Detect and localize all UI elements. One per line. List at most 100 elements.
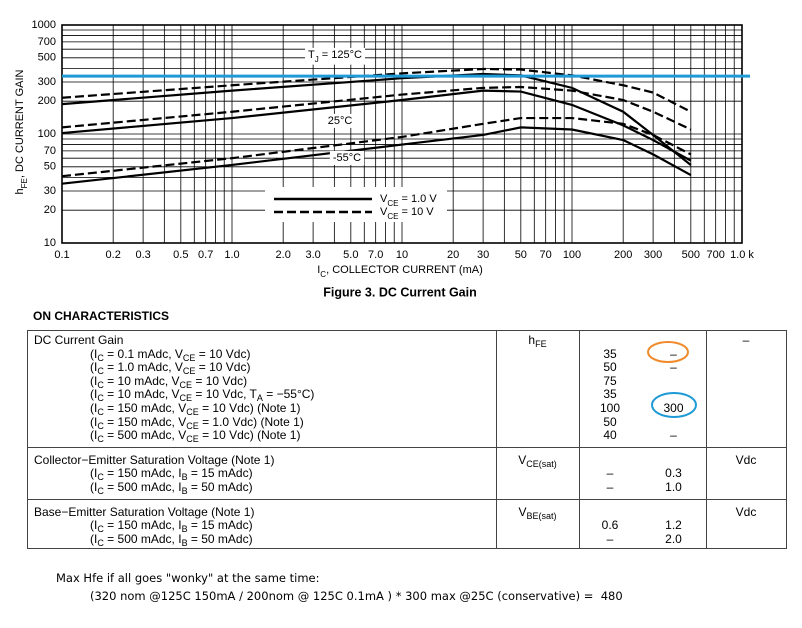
text-part: = 500 mAdc, I	[103, 480, 182, 494]
subscript: C	[97, 407, 104, 417]
annotation-bg	[329, 150, 365, 165]
text-part: h	[14, 188, 26, 194]
min-value: 50	[603, 360, 617, 375]
text-part: = 15 mAdc)	[187, 466, 253, 481]
condition: (IC = 150 mAdc, VCE = 1.0 Vdc) (Note 1)	[90, 414, 304, 431]
text-part: , COLLECTOR CURRENT (mA)	[326, 264, 483, 276]
text-part: = 150 mAdc, I	[103, 466, 182, 481]
subscript: CE	[186, 420, 199, 431]
condition: (IC = 500 mAdc, VCE = 10 Vdc) (Note 1)	[90, 428, 300, 445]
text-part: = 15 mAdc)	[187, 518, 253, 533]
text-part: V	[380, 206, 388, 218]
subscript: C	[320, 270, 326, 279]
min-value: 35	[603, 387, 617, 402]
subscript: CE	[179, 393, 193, 404]
x-tick-label: 100	[563, 249, 581, 261]
column-divider	[496, 331, 497, 549]
text-part: = 10 mAdc, V	[103, 387, 180, 402]
parameter: Base−Emitter Saturation Voltage (Note 1)	[34, 504, 255, 519]
subscript: C	[97, 524, 104, 535]
y-axis-label: hFE, DC CURRENT GAIN	[14, 69, 29, 194]
symbol: VBE(sat)	[496, 505, 579, 521]
condition: (IC = 150 mAdc, VCE = 10 Vdc) (Note 1)	[90, 401, 300, 417]
x-tick-label: 5.0	[343, 249, 358, 261]
max-value: 0.3	[665, 466, 682, 481]
y-tick-label: 70	[44, 145, 56, 157]
x-tick-label: 2.0	[276, 249, 291, 261]
y-tick-label: 1000	[32, 19, 56, 31]
subscript: CE(sat)	[526, 458, 557, 469]
subscript: A	[256, 393, 263, 404]
legend-label: VCE = 10 V	[380, 206, 434, 221]
min-value: 75	[603, 373, 617, 388]
x-tick-label: 0.3	[135, 249, 150, 261]
legend-box	[265, 187, 447, 222]
max-value: 1.2	[665, 518, 682, 533]
min-value: –	[606, 531, 614, 546]
text-part: (I	[90, 360, 98, 375]
text-part: = 10 Vdc)	[195, 346, 251, 361]
text-part: (I	[90, 518, 98, 533]
subscript: CE	[182, 366, 196, 377]
text-part: = 10 V	[398, 206, 434, 218]
symbol: VCE(sat)	[496, 453, 579, 469]
chart: Figure 3. DC Current Gain 0.1 0.2 0.3 0.5 0.…	[14, 19, 755, 299]
text-part: = 150 mAdc, V	[103, 401, 187, 415]
x-tick-label: 3.0	[305, 249, 320, 261]
row-divider	[28, 446, 786, 448]
subscript: CE	[186, 407, 199, 417]
subscript: BE(sat)	[526, 510, 557, 521]
subscript: CE	[186, 434, 199, 445]
subscript: CE	[179, 379, 193, 390]
text-part: (I	[90, 373, 98, 388]
column-divider	[706, 331, 707, 549]
x-tick-label: 200	[614, 249, 632, 261]
text-part: = 0.1 mAdc, V	[103, 346, 183, 361]
text-part: (I	[90, 414, 98, 429]
text-part: = 1.0 Vdc) (Note 1)	[198, 414, 304, 429]
subscript: C	[97, 366, 104, 377]
curve	[61, 126, 692, 185]
unit: Vdc	[735, 452, 757, 467]
plot-frame	[61, 24, 743, 244]
y-tick-label: 30	[44, 185, 56, 197]
min-value: 0.6	[601, 518, 619, 533]
x-tick-label: 10	[396, 249, 408, 261]
x-tick-label: 30	[477, 249, 489, 261]
annotation: TJ = 125°C	[308, 49, 362, 64]
condition: (IC = 150 mAdc, IB = 15 mAdc)	[90, 518, 253, 535]
annotation-bg	[324, 113, 356, 128]
x-tick-label: 7.0	[368, 249, 383, 261]
min-value: 50	[603, 414, 617, 429]
x-tick-label: 0.1	[54, 249, 69, 261]
subscript: C	[97, 537, 104, 548]
text-part: = 50 mAdc)	[187, 531, 253, 546]
text-part: (I	[90, 531, 98, 546]
text-part: (I	[90, 387, 98, 402]
x-tick-label: 1.0	[224, 249, 239, 261]
symbol: hFE	[496, 334, 579, 349]
x-tick-label: 50	[515, 249, 527, 261]
max-value: 300	[663, 401, 684, 415]
y-tick-label: 50	[44, 161, 56, 173]
y-tick-label: 20	[44, 204, 56, 216]
subscript: CE	[182, 352, 196, 363]
text-part: = 1.0 V	[398, 193, 437, 205]
x-tick-label: 0.7	[198, 249, 213, 261]
text-part: = 10 mAdc, V	[103, 373, 180, 388]
y-tick-label: 700	[38, 36, 56, 48]
y-tick-label: 200	[38, 95, 56, 107]
min-value: 40	[603, 428, 617, 443]
subscript: C	[97, 486, 104, 496]
note-line: Max Hfe if all goes "wonky" at the same …	[56, 571, 320, 585]
x-tick-label: 20	[447, 249, 459, 261]
curve	[61, 67, 692, 113]
text-part: = 500 mAdc, I	[103, 531, 182, 546]
text-part: = 150 mAdc, I	[103, 518, 182, 533]
y-tick-label: 10	[44, 237, 56, 249]
text-part: = 10 Vdc)	[192, 373, 248, 388]
x-tick-label: 0.2	[106, 249, 121, 261]
text-part: (I	[90, 428, 98, 443]
x-tick-label: 300	[644, 249, 662, 261]
min-value: 100	[599, 401, 621, 415]
